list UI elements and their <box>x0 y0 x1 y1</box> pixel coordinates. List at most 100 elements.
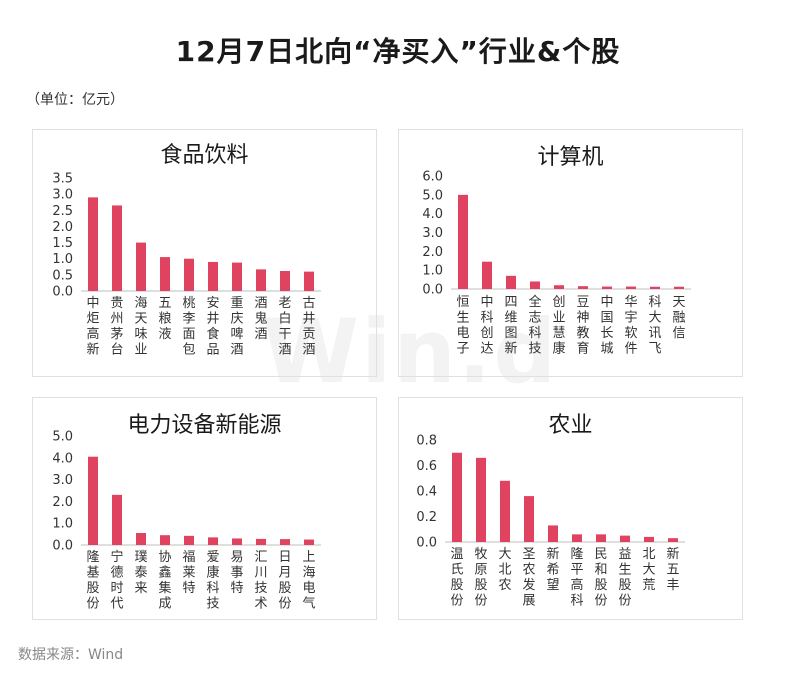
category-label: 贵州茅台 <box>110 296 123 358</box>
category-label: 新五丰 <box>666 546 679 593</box>
unit-label: （单位：亿元） <box>26 92 124 108</box>
y-tick-label: 4.0 <box>52 451 73 466</box>
category-label: 汇川技术 <box>254 550 267 612</box>
chart-panel-power-equipment: 电力设备新能源 0.0 1.0 2.0 3.0 4.0 5.0 隆基股份 宁德时代 璞泰来 协鑫集成… <box>32 397 377 620</box>
category-label: 大北农 <box>498 547 511 593</box>
category-label: 中科创达 <box>480 295 493 357</box>
bar-food-beverage-9 <box>280 270 290 291</box>
y-tick-label: 3.0 <box>422 226 443 241</box>
y-tick-label: 3.0 <box>52 473 73 488</box>
category-label: 宁德时代 <box>110 549 123 612</box>
y-tick-label: 2.0 <box>52 220 73 235</box>
bar-power-equipment-6 <box>208 537 218 545</box>
category-label: 牧原股份 <box>474 547 487 609</box>
bar-agriculture-1 <box>452 452 462 542</box>
bar-computer-1 <box>458 194 468 289</box>
category-label: 天融信 <box>672 295 685 341</box>
bar-computer-9 <box>650 286 660 289</box>
bar-food-beverage-10 <box>304 271 314 291</box>
category-label: 温氏股份 <box>450 547 463 609</box>
category-label: 华宇软件 <box>624 295 637 357</box>
bar-power-equipment-8 <box>256 538 266 545</box>
bar-food-beverage-5 <box>184 258 194 291</box>
category-label: 古井贡酒 <box>302 296 315 358</box>
y-tick-label: 1.5 <box>52 236 73 251</box>
bar-power-equipment-1 <box>88 456 98 545</box>
category-label: 豆神教育 <box>576 295 589 357</box>
category-label: 创业慧康 <box>552 295 565 357</box>
chart-agriculture: 农业 0.0 0.2 0.4 0.6 0.8 温氏股份牧原股份大北农圣农发展新希望隆平高科民… <box>416 413 685 609</box>
chart-panel-computer: 计算机 0.0 1.0 2.0 3.0 4.0 5.0 6.0 恒生电子 中科创达 四维图新 全志科技… <box>398 129 743 377</box>
category-label: 重庆啤酒 <box>230 295 243 358</box>
category-label: 日月股份 <box>278 550 291 612</box>
category-label: 圣农发展 <box>522 547 535 609</box>
category-label: 协鑫集成 <box>158 550 171 612</box>
watermark: Win.d <box>262 300 558 403</box>
category-label: 中国长城 <box>600 295 613 357</box>
category-label: 全志科技 <box>528 294 541 357</box>
category-label: 安井食品 <box>206 296 219 358</box>
y-tick-label: 0.8 <box>416 434 437 449</box>
data-source: 数据来源：Wind <box>18 647 124 663</box>
chart-title: 农业 <box>548 413 592 438</box>
category-label: 易事特 <box>230 550 243 596</box>
y-tick-label: 0.5 <box>52 268 73 283</box>
category-label: 酒鬼酒 <box>254 296 267 342</box>
bar-food-beverage-2 <box>112 205 122 291</box>
bar-food-beverage-8 <box>256 269 266 291</box>
bar-food-beverage-3 <box>136 242 146 291</box>
bar-computer-10 <box>674 286 684 289</box>
chart-title: 食品饮料 <box>160 143 248 168</box>
category-label: 北大荒 <box>642 547 655 593</box>
bar-agriculture-8 <box>620 535 630 542</box>
bar-power-equipment-2 <box>112 494 122 545</box>
y-tick-label: 0.4 <box>416 485 437 500</box>
category-label: 民和股份 <box>594 547 607 609</box>
y-tick-label: 4.0 <box>422 207 443 222</box>
bar-power-equipment-3 <box>136 533 146 545</box>
bar-agriculture-5 <box>548 525 558 542</box>
category-label: 老白干酒 <box>278 296 291 358</box>
y-tick-label: 0.2 <box>416 510 437 525</box>
bar-agriculture-7 <box>596 534 606 542</box>
category-label: 五粮液 <box>158 296 171 342</box>
category-label: 科大讯飞 <box>648 295 661 357</box>
y-tick-label: 2.0 <box>52 495 73 510</box>
chart-computer: 计算机 0.0 1.0 2.0 3.0 4.0 5.0 6.0 恒生电子中科创达四维图新全志科技… <box>422 145 691 357</box>
bar-agriculture-4 <box>524 496 534 542</box>
category-label: 福莱特 <box>182 550 195 596</box>
bar-power-equipment-7 <box>232 538 242 545</box>
category-label: 恒生电子 <box>456 295 469 357</box>
category-label: 新希望 <box>546 546 559 593</box>
y-tick-label: 0.0 <box>52 539 73 554</box>
y-tick-label: 3.0 <box>52 188 73 203</box>
chart-title: 电力设备新能源 <box>127 413 281 438</box>
y-tick-label: 0.0 <box>416 536 437 551</box>
y-tick-label: 5.0 <box>422 188 443 203</box>
y-tick-label: 1.0 <box>52 252 73 267</box>
category-label: 爱康科技 <box>206 550 219 612</box>
category-label: 上海电气 <box>302 550 315 612</box>
chart-panel-agriculture: 农业 0.0 0.2 0.4 0.6 0.8 温氏股份 牧原股份 大北农 圣农发展 新希望 隆平高科民… <box>398 397 743 620</box>
bar-computer-6 <box>578 286 588 289</box>
y-tick-label: 0.0 <box>422 283 443 298</box>
y-tick-label: 3.5 <box>52 172 73 187</box>
page-title: 12月7日北向“净买入”行业&个股 <box>175 35 621 68</box>
y-tick-label: 1.0 <box>52 517 73 532</box>
bar-agriculture-2 <box>476 457 486 542</box>
y-tick-label: 0.0 <box>52 285 73 300</box>
category-label: 隆平高科 <box>570 547 583 609</box>
y-tick-label: 1.0 <box>422 264 443 279</box>
bar-computer-5 <box>554 285 564 289</box>
chart-food-beverage: 食品饮料 0.0 0.51.01.52.02.53.03.5 中炬高新贵州茅台海天味业… <box>52 143 321 358</box>
bar-food-beverage-6 <box>208 261 218 291</box>
chart-power-equipment: 电力设备新能源 0.0 1.0 2.0 3.0 4.0 5.0 隆基股份宁德时代璞泰来协鑫集成… <box>52 413 321 612</box>
bar-agriculture-10 <box>668 538 678 542</box>
chart-title: 计算机 <box>537 145 603 170</box>
category-label: 隆基股份 <box>86 550 99 612</box>
bar-power-equipment-9 <box>280 539 290 545</box>
y-tick-label: 2.0 <box>422 245 443 260</box>
category-label: 桃李面包 <box>182 296 195 358</box>
bar-power-equipment-5 <box>184 535 194 545</box>
bar-computer-4 <box>530 281 540 289</box>
